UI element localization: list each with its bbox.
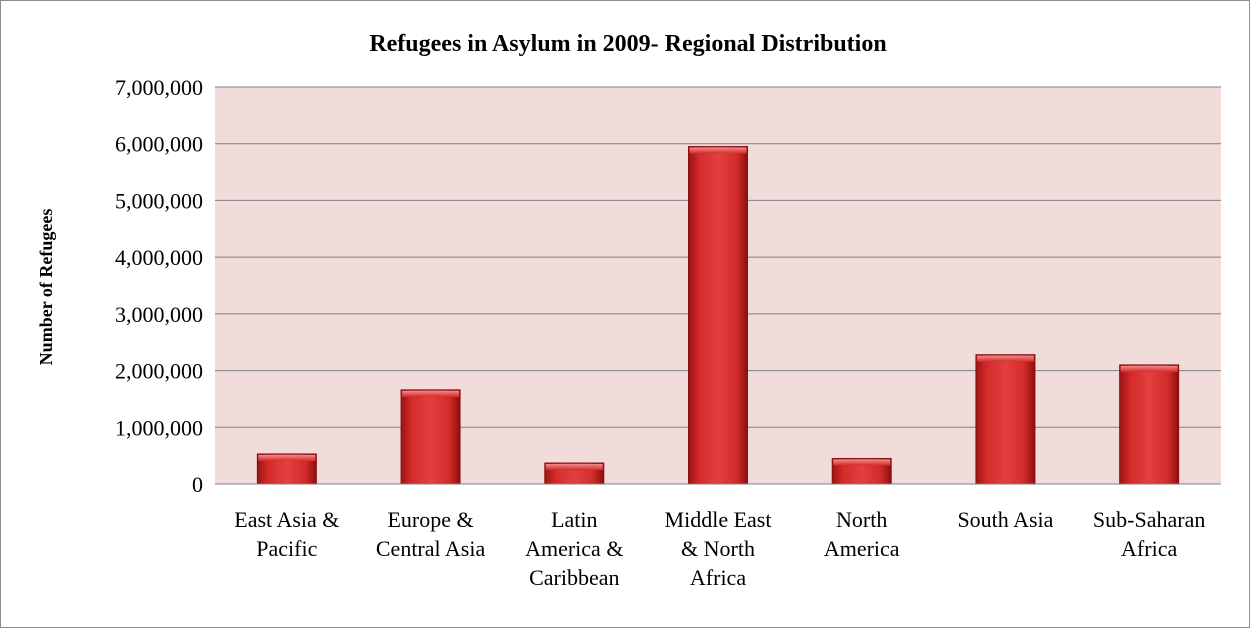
bar-top-highlight [976, 355, 1034, 362]
bar-body [688, 146, 748, 485]
bar-top-highlight [545, 464, 603, 471]
y-axis-label: Number of Refugees [36, 209, 56, 366]
y-tick-label: 6,000,000 [115, 132, 203, 157]
bar-top-highlight [402, 390, 460, 397]
y-tick-label: 3,000,000 [115, 302, 203, 327]
bar [256, 453, 317, 485]
bar-body [975, 354, 1036, 485]
x-tick-label: Sub-Saharan Africa [1093, 507, 1205, 561]
y-axis-ticks: 0 1,000,000 2,000,000 3,000,000 4,000,000 5,0… [115, 75, 203, 497]
y-tick-label: 7,000,000 [115, 75, 203, 100]
x-tick-label: Latin America & Caribbean [525, 507, 623, 590]
bar-body [400, 389, 461, 485]
y-tick-label: 0 [192, 472, 203, 497]
x-tick-label: North America [824, 507, 900, 561]
bar [688, 146, 748, 485]
y-tick-label: 4,000,000 [115, 245, 203, 270]
x-axis-labels: East Asia & Pacific Europe & Central Asia La… [234, 507, 1205, 590]
bar [544, 462, 605, 485]
bar-top-highlight [689, 147, 747, 154]
bar [975, 354, 1036, 485]
bar-body [1119, 364, 1180, 485]
bars [256, 146, 1180, 485]
bar [400, 389, 461, 485]
y-tick-label: 5,000,000 [115, 188, 203, 213]
bar [831, 457, 892, 485]
bar [1119, 364, 1180, 485]
x-tick-label: South Asia [957, 507, 1053, 532]
x-tick-label: Middle East & North Africa [665, 507, 772, 590]
x-tick-label: East Asia & Pacific [234, 507, 339, 561]
bar-top-highlight [1120, 365, 1178, 372]
x-tick-label: Europe & Central Asia [376, 507, 486, 561]
chart-title: Refugees in Asylum in 2009- Regional Dis… [369, 31, 886, 57]
y-tick-label: 1,000,000 [115, 415, 203, 440]
bar-top-highlight [258, 454, 316, 461]
y-tick-label: 2,000,000 [115, 359, 203, 384]
bar-top-highlight [833, 459, 891, 466]
